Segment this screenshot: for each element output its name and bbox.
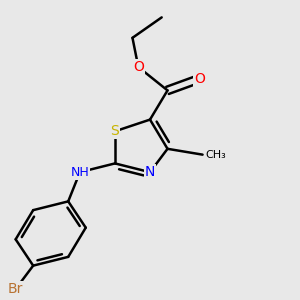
Text: NH: NH bbox=[70, 166, 89, 179]
Text: O: O bbox=[133, 60, 144, 74]
Text: CH₃: CH₃ bbox=[206, 150, 226, 160]
Text: N: N bbox=[145, 165, 155, 179]
Text: O: O bbox=[194, 72, 205, 86]
Text: S: S bbox=[111, 124, 119, 138]
Text: Br: Br bbox=[8, 282, 23, 296]
